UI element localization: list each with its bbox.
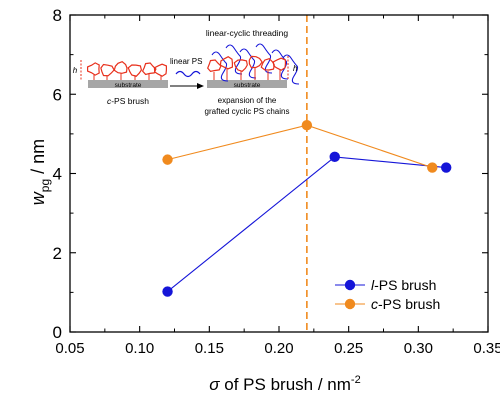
y-tick-label: 2 [53, 244, 62, 263]
x-tick-label: 0.30 [404, 340, 433, 357]
data-point-c [427, 162, 438, 173]
threading-label: linear-cyclic threading [206, 28, 288, 38]
right-cyclic-chains [207, 55, 286, 80]
axes-layer: 0.05 0.10 0.15 0.20 0.25 0.30 0.35 0 2 4 6 8 [53, 6, 500, 357]
data-point-l [441, 162, 452, 173]
threaded-linear-chain [225, 44, 243, 75]
legend-marker-l [344, 279, 356, 291]
expansion-label-line2: grafted cyclic PS chains [205, 107, 290, 116]
threaded-linear-chain [282, 54, 300, 85]
data-point-l [162, 286, 173, 297]
x-tick-label: 0.15 [195, 340, 224, 357]
x-axis-title: σ of PS brush / nm-2 [209, 374, 360, 394]
right-height-label: h [293, 64, 298, 73]
x-tick-label: 0.10 [125, 340, 154, 357]
cyclic-chain-loop [219, 56, 233, 70]
brush-label: c-PS brush [107, 96, 149, 106]
data-point-l [329, 151, 340, 163]
series-line-c [167, 124, 433, 169]
threaded-linear-chain [239, 48, 257, 79]
right-substrate-bar [207, 80, 287, 88]
left-cyclic-chains [87, 61, 167, 80]
cyclic-chain-loop [272, 57, 286, 71]
inset-illustration: substrate h c-PS brush linear PS linear-… [73, 28, 300, 116]
linear-ps-chain [175, 70, 201, 78]
cyclic-chain-loop [233, 59, 248, 72]
series-layer [162, 119, 452, 297]
legend-label-l: l-PS brush [371, 277, 436, 293]
y-tick-label: 0 [53, 323, 62, 342]
expansion-label-line1: expansion of the [218, 96, 277, 105]
cyclic-chain-loop [141, 62, 157, 76]
cyclic-chain-loop [127, 64, 143, 77]
cyclic-chain-loop [207, 59, 222, 73]
y-tick-label: 6 [53, 85, 62, 104]
cyclic-chain-loop [100, 63, 115, 77]
cyclic-chain-loop [248, 55, 263, 69]
x-tick-label: 0.20 [264, 340, 293, 357]
y-tick-label: 4 [53, 165, 62, 184]
left-substrate-bar [88, 80, 168, 88]
linear-ps-label: linear PS [170, 57, 202, 66]
legend: l-PS brush c-PS brush [335, 277, 440, 312]
cyclic-chain-loop [153, 63, 167, 77]
legend-label-c: c-PS brush [371, 296, 440, 312]
x-tick-label: 0.35 [473, 340, 500, 357]
data-point-c [162, 154, 173, 165]
y-axis-title: wpg / nm [28, 139, 52, 205]
legend-marker-c [344, 298, 356, 310]
cyclic-chain-loop [113, 61, 128, 74]
data-point-c [301, 119, 313, 131]
y-tick-label: 8 [53, 6, 62, 25]
x-tick-label: 0.25 [334, 340, 363, 357]
process-arrow-head [197, 83, 204, 89]
cyclic-chain-loop [87, 62, 100, 76]
threaded-linear-chain [255, 43, 273, 74]
left-height-label: h [73, 66, 78, 75]
threaded-linear-chain [211, 51, 229, 82]
right-substrate-label: substrate [234, 82, 261, 89]
cyclic-chain-loop [260, 58, 275, 71]
left-substrate-label: substrate [115, 82, 142, 89]
x-tick-label: 0.05 [55, 340, 84, 357]
